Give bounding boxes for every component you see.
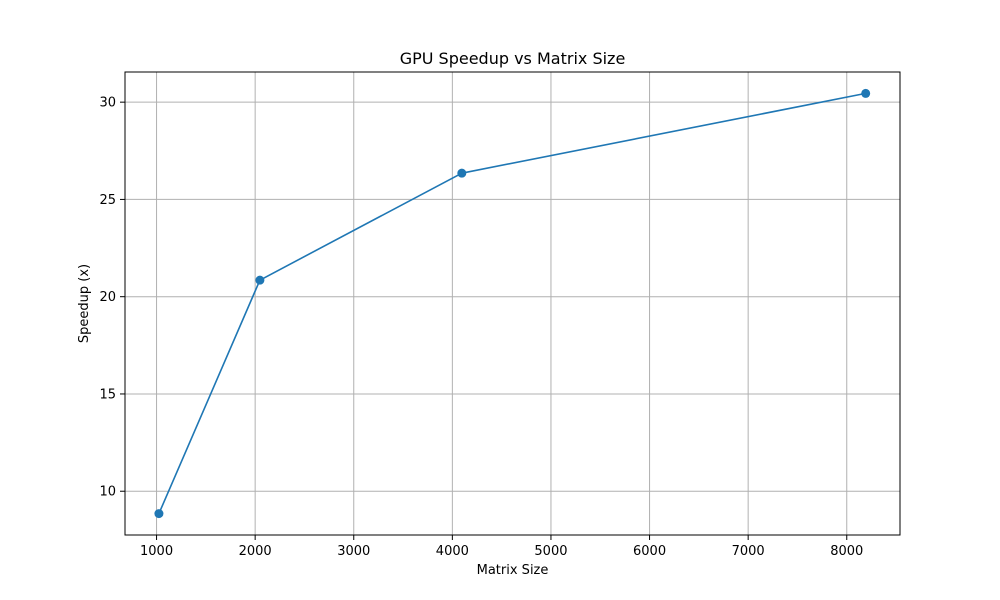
plot-frame bbox=[124, 71, 901, 536]
series-line bbox=[158, 92, 866, 514]
x-tick-label: 8000 bbox=[830, 544, 863, 559]
grid-lines bbox=[125, 72, 900, 535]
data-point bbox=[154, 509, 164, 519]
x-tick-label: 4000 bbox=[436, 544, 469, 559]
y-tick-label: 25 bbox=[99, 193, 116, 208]
series-layer bbox=[154, 88, 871, 519]
x-tick-label: 1000 bbox=[140, 544, 173, 559]
x-axis-ticks: 1000 2000 3000 4000 5000 6000 7000 8000 bbox=[140, 535, 863, 559]
data-point bbox=[255, 275, 265, 285]
x-tick-label: 2000 bbox=[239, 544, 272, 559]
y-tick-label: 20 bbox=[99, 290, 116, 305]
x-axis-label: Matrix Size bbox=[477, 563, 549, 578]
y-tick-label: 30 bbox=[99, 96, 116, 111]
x-tick-label: 3000 bbox=[337, 544, 370, 559]
y-tick-label: 15 bbox=[99, 387, 116, 402]
data-point bbox=[861, 88, 871, 98]
y-axis-label: Speedup (x) bbox=[77, 264, 92, 343]
x-tick-label: 5000 bbox=[534, 544, 567, 559]
y-tick-label: 10 bbox=[99, 485, 116, 500]
x-tick-label: 6000 bbox=[633, 544, 666, 559]
data-point bbox=[457, 168, 467, 178]
y-axis-ticks: 10 15 20 25 30 bbox=[99, 96, 125, 500]
chart-title: GPU Speedup vs Matrix Size bbox=[400, 49, 626, 68]
x-tick-label: 7000 bbox=[732, 544, 765, 559]
